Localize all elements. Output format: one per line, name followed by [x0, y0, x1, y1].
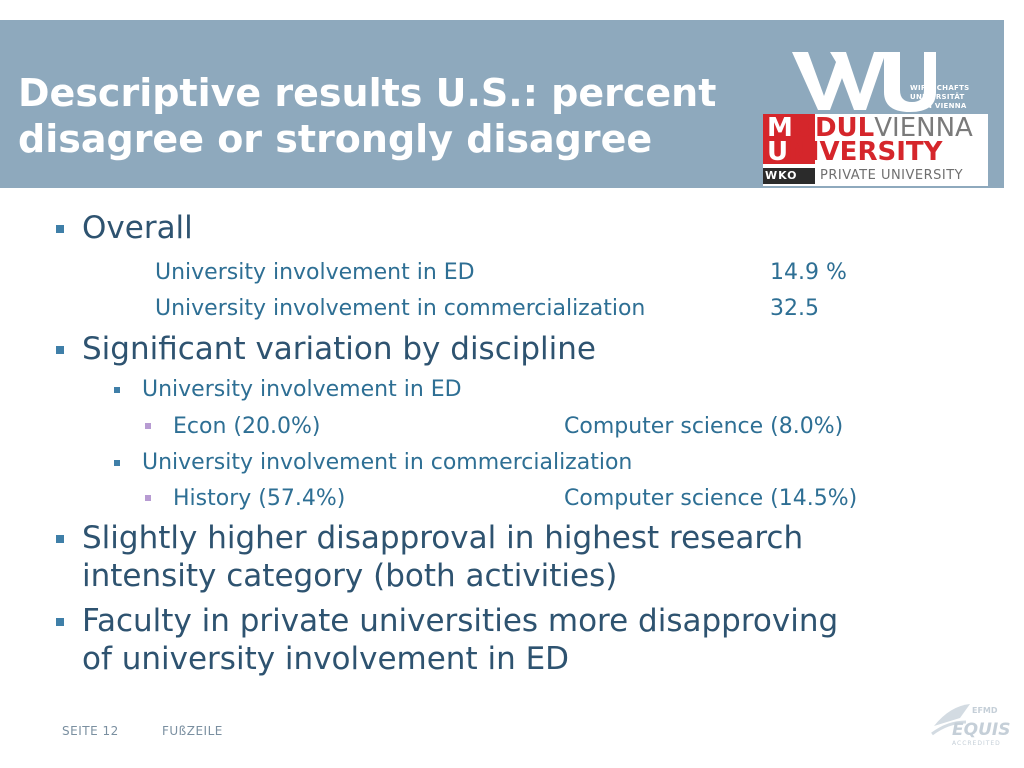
wu-line-2: UNIVERSITÄT [910, 93, 965, 101]
ed-high-discipline: Econ (20.0%) [173, 414, 321, 439]
comm-high-discipline: History (57.4%) [173, 486, 346, 511]
modul-odul: ODUL [792, 113, 875, 143]
bullet-private-line-2: of university involvement in ED [82, 641, 570, 677]
modul-red-block [763, 114, 815, 164]
modul-m: M [767, 113, 793, 143]
bullet-icon [114, 387, 120, 393]
equis-logo-icon [931, 704, 970, 736]
wu-line-3: WIEN VIENNA [910, 102, 967, 110]
bullet-icon [56, 535, 64, 543]
bullet-icon [145, 423, 151, 429]
overall-row-ed-value: 14.9 % [770, 260, 847, 285]
bullet-variation: Significant variation by discipline [82, 331, 596, 367]
sub-bullet-comm: University involvement in commercializat… [142, 450, 633, 475]
equis-text: EQUIS [952, 720, 1011, 740]
accredited-text: ACCREDITED [952, 740, 1001, 747]
modul-vienna: VIENNA [874, 113, 973, 143]
footer-page-number: SEITE 12 [62, 724, 119, 738]
bullet-icon [114, 460, 120, 466]
comm-low-discipline: Computer science (14.5%) [564, 486, 858, 511]
bullet-private-line-1: Faculty in private universities more dis… [82, 603, 839, 639]
modul-private-university: PRIVATE UNIVERSITY [820, 168, 964, 183]
overall-row-comm-label: University involvement in commercializat… [155, 296, 646, 321]
page-title: Descriptive results U.S.: percent disagr… [18, 70, 758, 162]
title-line-1: Descriptive results U.S.: percent [18, 71, 717, 115]
wu-line-1: WIRTSCHAFTS [910, 84, 970, 92]
bullet-intensity-line-2: intensity category (both activities) [82, 558, 618, 594]
bullet-icon [145, 495, 151, 501]
bullet-overall: Overall [82, 210, 193, 246]
ed-low-discipline: Computer science (8.0%) [564, 414, 844, 439]
wu-logo-icon [792, 52, 936, 112]
bullet-intensity-line-1: Slightly higher disapproval in highest r… [82, 520, 804, 556]
footer-label: FUßZEILE [162, 724, 223, 738]
bullet-icon [56, 225, 64, 233]
overall-row-comm-value: 32.5 [770, 296, 819, 321]
modul-row-2: UNIVERSITY [767, 139, 942, 165]
bullet-icon [56, 346, 64, 354]
modul-u: U [767, 137, 789, 167]
modul-row-1: MODULVIENNA [767, 115, 973, 141]
modul-niversity: NIVERSITY [788, 137, 943, 167]
sub-bullet-ed: University involvement in ED [142, 377, 462, 402]
bullet-icon [56, 618, 64, 626]
wu-logo-text: WIRTSCHAFTS UNIVERSITÄT WIEN VIENNA [910, 84, 970, 111]
overall-row-ed-label: University involvement in ED [155, 260, 475, 285]
efmd-text: EFMD [972, 706, 998, 715]
wko-badge: WKO [763, 168, 815, 184]
modul-university-logo: MODULVIENNA UNIVERSITY WKO PRIVATE UNIVE… [763, 114, 988, 186]
title-line-2: disagree or strongly disagree [18, 117, 653, 161]
